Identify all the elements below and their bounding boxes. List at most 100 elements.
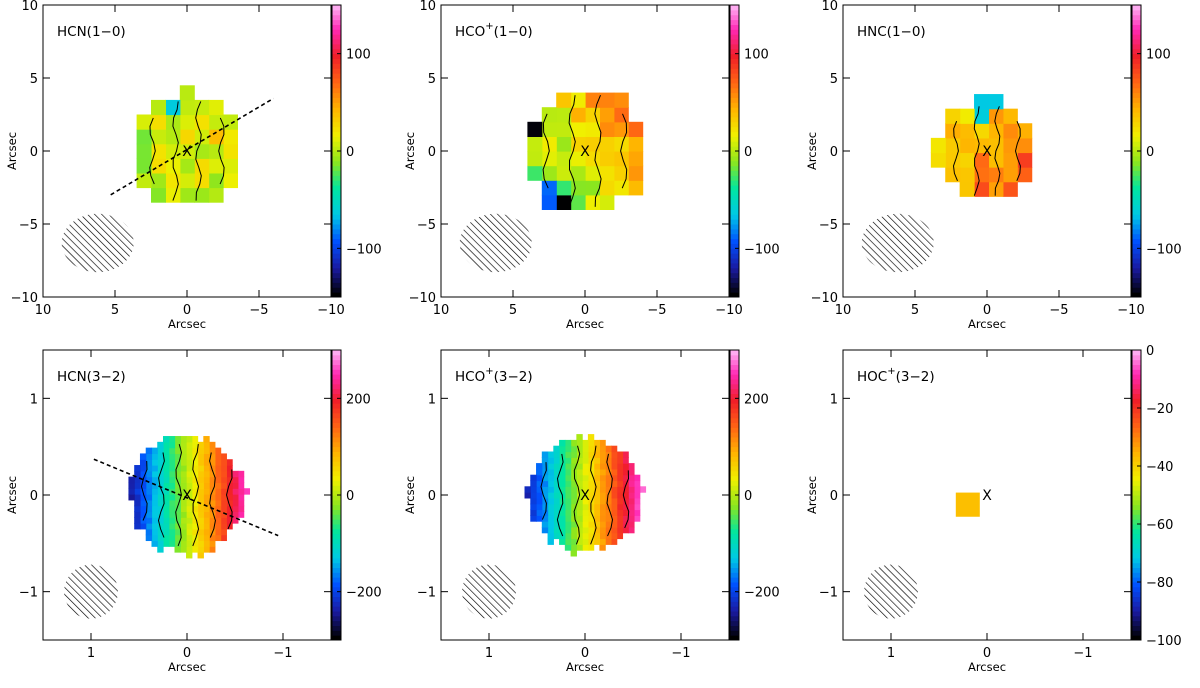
map-pixel [570,474,577,482]
map-pixel [139,499,147,507]
colorbar-segment [1132,267,1141,274]
contour-line [973,106,980,196]
x-tick-label: −10 [317,303,344,318]
map-pixel [530,486,537,493]
center-marker: X [982,144,992,160]
map-pixel [570,165,586,181]
map-pixel [587,486,595,493]
colorbar-segment [332,146,341,152]
colorbar-segment [1132,9,1141,16]
colorbar-segment [1132,58,1141,64]
colorbar-segment [1132,53,1141,60]
map-pixel [145,499,153,507]
map-pixel [622,526,629,534]
colorbar-segment [730,121,739,128]
map-pixel [203,465,210,472]
map-pixel [587,526,595,534]
colorbar-segment [1132,248,1141,254]
map-pixel [547,497,554,505]
colorbar-segment [332,277,341,283]
center-marker: X [182,144,192,160]
y-tick-label: −1 [819,586,838,601]
colorbar: −100 0 100 [729,4,780,298]
colorbar-segment [730,461,739,467]
map-pixel [194,129,210,145]
map-pixel [559,486,566,493]
colorbar-segment [730,204,739,210]
map-pixel [180,482,187,489]
map-pixel [151,511,158,518]
map-pixel [168,494,176,501]
colorbar-segment [332,383,341,390]
map-pixel [556,180,572,196]
map-pixel [226,499,233,507]
map-pixel [174,546,181,553]
colorbar-segment [730,131,739,137]
colorbar-segment [730,359,739,365]
map-pixel [226,505,233,513]
map-pixel [134,517,141,524]
colorbar-segment [332,422,341,428]
map-pixel [180,465,187,472]
colorbar-segment [332,528,341,535]
map-pixel [203,505,210,513]
map-pixel [559,463,566,470]
map-pixel [157,488,164,495]
colorbar-segment [332,379,341,385]
map-pixel [974,167,990,183]
colorbar-segment [730,606,739,612]
map-pixel [186,517,193,524]
map-pixel [628,180,644,196]
map-pixel [593,532,600,540]
colorbar-segment [332,562,341,568]
map-pixel [197,540,204,547]
map-pixel [553,503,560,511]
map-pixel [576,486,583,493]
map-pixel [186,523,193,530]
map-pixel [180,459,187,466]
map-pixel [151,172,166,189]
colorbar-segment [332,48,341,55]
map-pixel [186,465,193,472]
map-pixel [959,123,975,139]
map-pixel [180,517,187,524]
map-pixel [570,526,577,534]
colorbar-segment [332,601,341,607]
map-pixel [220,505,227,513]
colorbar-segment [1132,92,1141,98]
colorbar-segment [1132,194,1141,201]
map-pixel [564,457,572,464]
map-pixel [191,465,199,472]
y-tick-label: 0 [30,489,38,504]
map-pixel [186,436,193,443]
map-pixel [180,505,187,513]
map-pixel [599,107,615,123]
map-pixel [628,521,635,528]
map-pixel [186,488,193,495]
map-pixel [599,492,606,499]
colorbar-segment [332,136,341,142]
colorbar-segment [1132,151,1141,157]
colorbar-segment [1132,73,1141,79]
map-pixel [134,511,141,518]
colorbar-segment [730,68,739,74]
map-pixel [203,499,210,507]
map-pixel [203,523,210,530]
map-pixel [622,457,629,464]
panel-hnc10: X 10 5 0 −5 −10 −10 −5 0 5 10 Arcsec Arcsec HNC(1−0) −… [805,0,1182,331]
map-pixel [610,497,618,505]
colorbar-segment [332,615,341,622]
map-pixel [203,494,210,501]
map-pixel [974,123,990,139]
colorbar-segment [332,282,341,288]
colorbar-segment [1132,146,1141,152]
map-pixel [157,534,164,542]
map-pixel [553,497,560,505]
colorbar-segment [1132,548,1141,554]
map-pixel [610,451,618,458]
map-pixel [605,532,612,540]
colorbar-segment [1132,422,1141,428]
colorbar-segment [332,112,341,118]
map-pixel [587,445,595,453]
colorbar-segment [730,350,739,356]
